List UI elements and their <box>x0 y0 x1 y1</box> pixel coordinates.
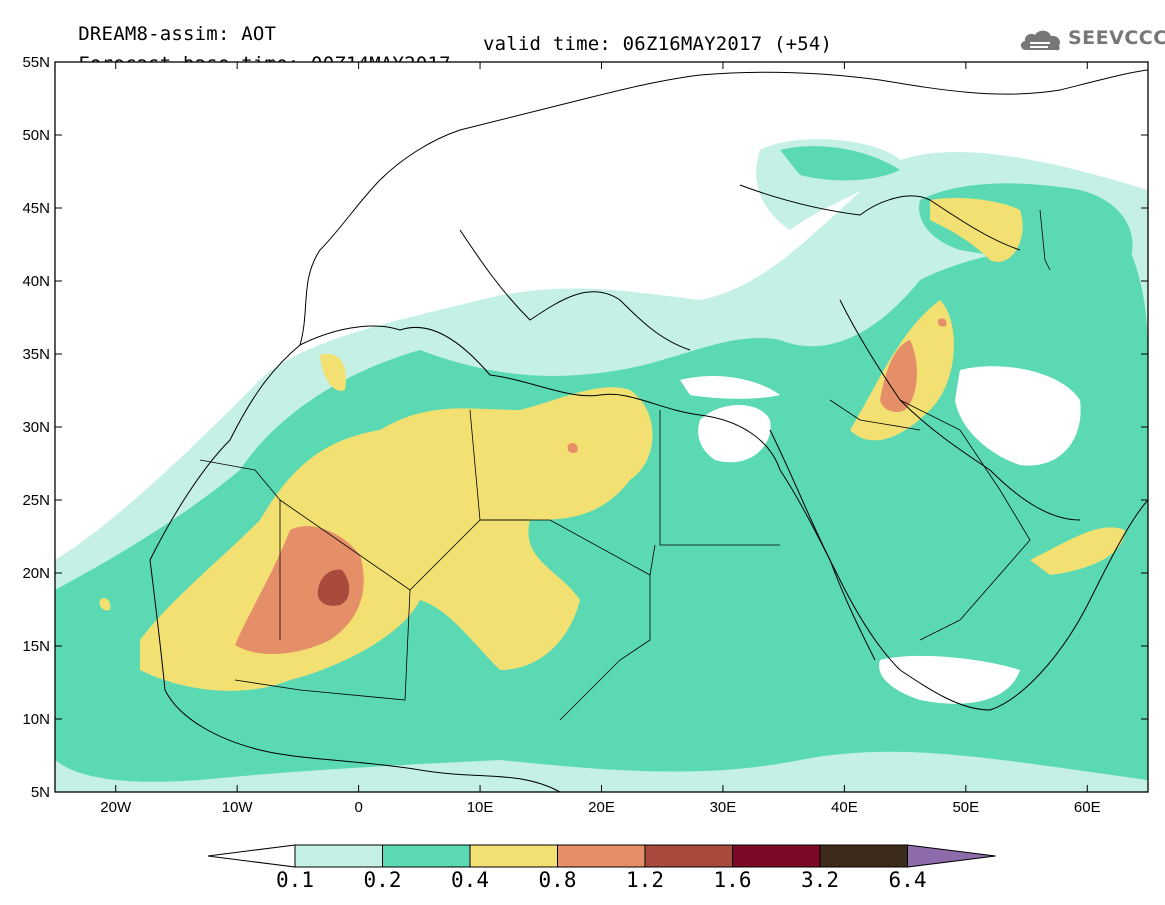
colorbar <box>207 844 996 868</box>
colorbar-label: 6.4 <box>888 868 927 892</box>
lon-tick-label: 30E <box>710 799 737 816</box>
lat-tick-label: 25N <box>22 492 50 509</box>
aot-low-area <box>680 366 1081 704</box>
colorbar-label: 3.2 <box>801 868 839 892</box>
lat-tick-label: 50N <box>22 127 50 144</box>
lat-tick-label: 40N <box>22 273 50 290</box>
lon-tick-label: 60E <box>1074 799 1101 816</box>
aot-level-1.2 <box>317 569 350 606</box>
colorbar-bin <box>294 844 383 868</box>
colorbar-label: 0.1 <box>276 868 314 892</box>
lon-tick-label: 40E <box>831 799 858 816</box>
lat-tick-label: 10N <box>22 711 50 728</box>
title-product: DREAM8-assim: AOT <box>78 23 277 45</box>
lon-tick-label: 50E <box>952 799 979 816</box>
longitude-axis: 20W 10W 0 10E 20E 30E 40E 50E 60E <box>100 62 1101 816</box>
colorbar-label: 1.6 <box>713 868 752 892</box>
lat-tick-label: 45N <box>22 200 50 217</box>
colorbar-bin <box>732 844 821 868</box>
aot-level-0.8 <box>235 318 947 655</box>
colorbar-label: 0.8 <box>538 868 577 892</box>
colorbar-bin <box>819 844 908 868</box>
lat-tick-label: 15N <box>22 638 50 655</box>
colorbar-over-triangle <box>907 844 996 868</box>
coastlines <box>149 69 1148 792</box>
colorbar-label: 0.4 <box>451 868 489 892</box>
colorbar-under-triangle <box>207 844 296 868</box>
colorbar-label: 1.2 <box>626 868 664 892</box>
seevccc-logo: SEEVCCC <box>1018 26 1165 56</box>
cloud-icon <box>1020 30 1061 51</box>
colorbar-bin <box>644 844 733 868</box>
map-title: DREAM8-assim: AOT <box>55 4 276 44</box>
aot-contours <box>55 139 1148 792</box>
colorbar-bin <box>469 844 558 868</box>
colorbar-label: 0.2 <box>363 868 402 892</box>
colorbar-bin <box>557 844 646 868</box>
lat-tick-label: 5N <box>31 784 50 801</box>
valid-time: valid time: 06Z16MAY2017 (+54) <box>483 33 833 55</box>
lon-tick-label: 20W <box>100 799 132 816</box>
latitude-axis: 5N 10N 15N 20N 25N 30N 35N 40N 45N 50N 55N <box>22 54 1148 801</box>
logo-text: SEEVCCC <box>1068 27 1165 49</box>
lon-tick-label: 0 <box>354 799 362 816</box>
lat-tick-label: 30N <box>22 419 50 436</box>
lon-tick-label: 20E <box>588 799 615 816</box>
colorbar-bin <box>382 844 471 868</box>
country-borders <box>199 209 1051 721</box>
lat-tick-label: 55N <box>22 54 50 71</box>
lat-tick-label: 35N <box>22 346 50 363</box>
lat-tick-label: 20N <box>22 565 50 582</box>
lon-tick-label: 10W <box>222 799 254 816</box>
lon-tick-label: 10E <box>467 799 494 816</box>
